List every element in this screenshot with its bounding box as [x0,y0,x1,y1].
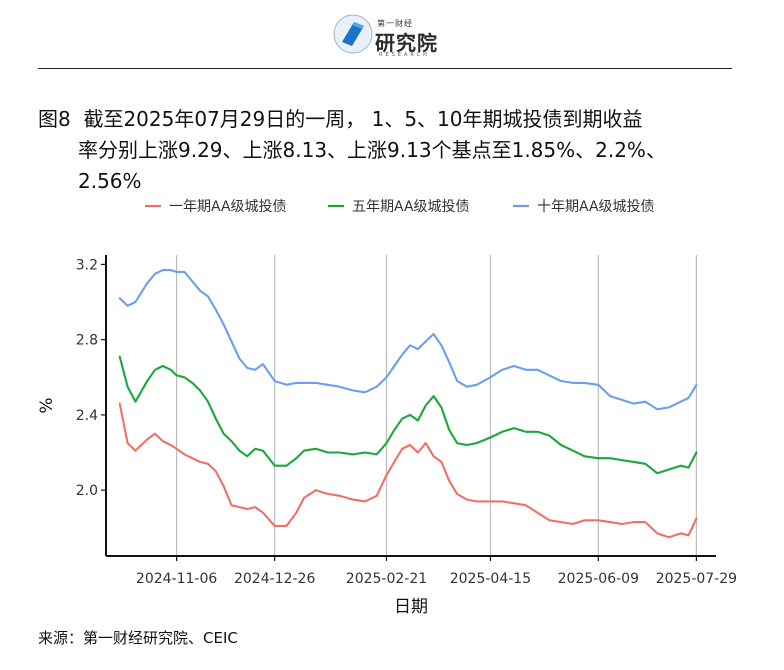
legend-label-1: 一年期AA级城投债 [169,199,287,215]
y-tick-label: 2.4 [76,408,98,424]
figure-title-line3: 2.56% [78,169,142,193]
x-tick-label: 2025-06-09 [558,571,639,587]
x-tick-label: 2024-12-26 [234,571,315,587]
x-tick-label: 2025-02-21 [346,571,427,587]
figure-title-line1: 截至2025年07月29日的一周， 1、5、10年期城投债到期收益 [83,107,643,131]
x-tick-label: 2025-07-29 [656,571,737,587]
legend-label-3: 十年期AA级城投债 [537,199,655,215]
logo-small-text: 第一财经 [377,19,413,28]
source-note: 来源：第一财经研究院、CEIC [38,629,238,647]
figure-label: 图8 [38,107,71,131]
figure-title: 图8 截至2025年07月29日的一周， 1、5、10年期城投债到期收益 率分别… [38,104,738,197]
series-line-1 [118,402,698,539]
series-line-3 [118,269,698,411]
y-axis-title: % [37,397,57,413]
x-tick-label: 2024-11-06 [136,571,217,587]
x-tick-label: 2025-04-15 [450,571,531,587]
brand-logo: 第一财经 研究院 RESEARCH [333,12,453,60]
figure-title-line2: 率分别上涨9.29、上涨8.13、上涨9.13个基点至1.85%、2.2%、 [78,138,666,162]
y-tick-label: 3.2 [76,257,98,273]
logo-sub-text: RESEARCH [379,52,430,58]
y-tick-label: 2.8 [76,333,98,349]
logo-main-text: 研究院 [375,31,438,55]
yield-line-chart: 2.0 2.4 2.8 3.2 2024-11-06 2024-12-26 2025-02-… [37,199,737,617]
series-line-2 [118,355,698,475]
logo-emblem-icon [333,14,373,54]
legend-label-2: 五年期AA级城投债 [352,199,470,215]
x-axis-title: 日期 [394,597,428,617]
y-tick-label: 2.0 [76,483,98,499]
header-divider [38,68,732,69]
